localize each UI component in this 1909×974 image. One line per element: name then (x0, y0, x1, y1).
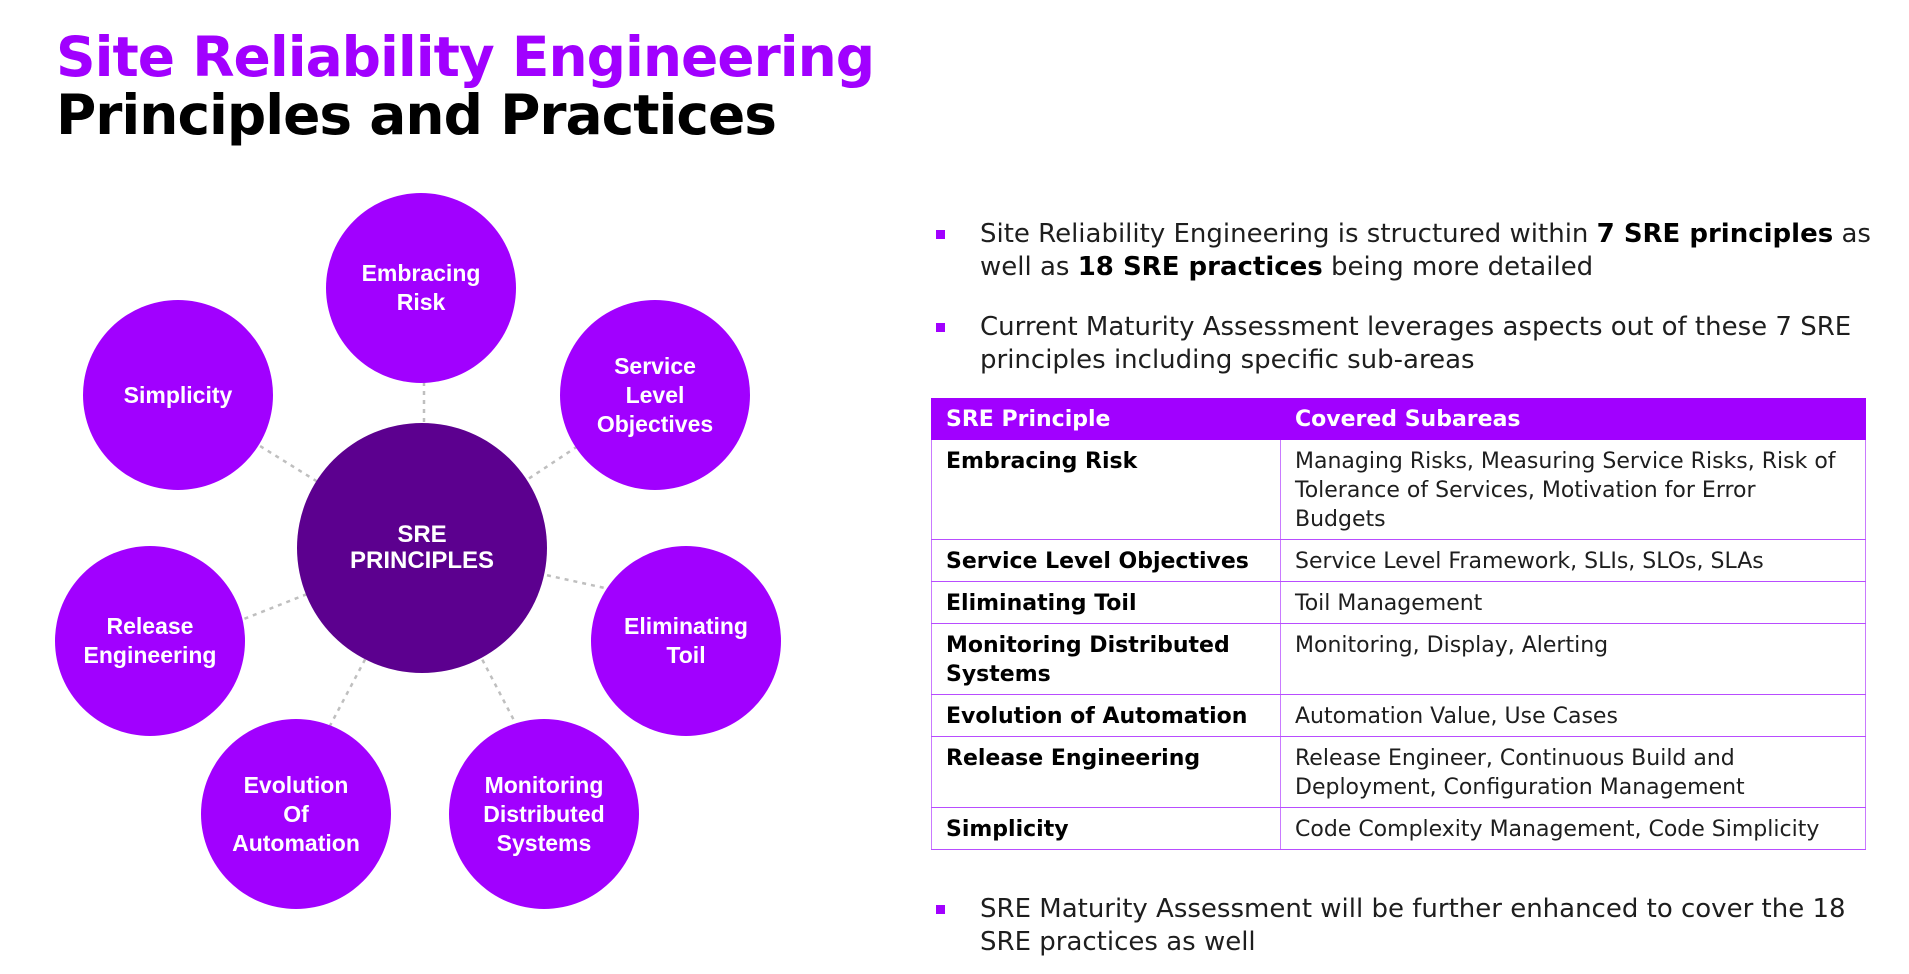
principle-node-label: Embracing Risk (361, 260, 481, 315)
bullet-marker (936, 905, 945, 914)
table-row: Embracing Risk Managing Risks, Measuring… (931, 439, 1866, 540)
sre-principles-diagram: Embracing Risk Service Level Objectives … (0, 160, 820, 940)
bullet-text-part: being more detailed (1322, 252, 1594, 282)
table-row: Simplicity Code Complexity Management, C… (931, 807, 1866, 850)
table-cell-subareas: Automation Value, Use Cases (1280, 694, 1866, 737)
table-cell-principle: Embracing Risk (931, 439, 1281, 540)
sre-principles-center-node: SRE PRINCIPLES (297, 423, 547, 673)
table-row: Release Engineering Release Engineer, Co… (931, 736, 1866, 808)
bullet-text-bold: 18 SRE practices (1077, 252, 1323, 282)
table-cell-subareas: Service Level Framework, SLIs, SLOs, SLA… (1280, 539, 1866, 582)
sre-principles-table: SRE Principle Covered Subareas Embracing… (931, 398, 1866, 850)
bullet-text-part: Site Reliability Engineering is structur… (980, 219, 1597, 249)
table-row: Evolution of Automation Automation Value… (931, 694, 1866, 737)
bullet-text-bold: 7 SRE principles (1596, 219, 1834, 249)
principle-node-embracing-risk: Embracing Risk (326, 193, 516, 383)
title-line-2: Principles and Practices (56, 83, 777, 147)
table-row: Monitoring Distributed Systems Monitorin… (931, 623, 1866, 695)
bullet-text: Current Maturity Assessment leverages as… (980, 312, 1852, 375)
bullet-future-enhancement: SRE Maturity Assessment will be further … (936, 893, 1876, 959)
principle-node-monitoring-distributed-systems: Monitoring Distributed Systems (449, 719, 639, 909)
bullet-text: SRE Maturity Assessment will be further … (980, 894, 1846, 957)
center-node-label: SRE PRINCIPLES (349, 521, 495, 574)
principle-node-label: Service Level Objectives (596, 352, 714, 437)
table-cell-subareas: Code Complexity Management, Code Simplic… (1280, 807, 1866, 850)
table-cell-subareas: Managing Risks, Measuring Service Risks,… (1280, 439, 1866, 540)
principle-node-label: Monitoring Distributed Systems (483, 771, 605, 856)
table-header-subareas: Covered Subareas (1280, 398, 1866, 440)
principle-node-label: Simplicity (123, 381, 233, 408)
bullet-text-part: as well as (980, 219, 1871, 282)
table-header-principle: SRE Principle (931, 398, 1281, 440)
bullet-marker (936, 323, 945, 332)
bullet-current-assessment: Current Maturity Assessment leverages as… (936, 311, 1876, 377)
table-cell-subareas: Toil Management (1280, 581, 1866, 624)
table-header-row: SRE Principle Covered Subareas (931, 398, 1866, 440)
principle-node-evolution-of-automation: Evolution Of Automation (201, 719, 391, 909)
principle-node-service-level-objectives: Service Level Objectives (560, 300, 750, 490)
table-cell-principle: Release Engineering (931, 736, 1281, 808)
table-row: Eliminating Toil Toil Management (931, 581, 1866, 624)
table-cell-principle: Service Level Objectives (931, 539, 1281, 582)
table-cell-principle: Monitoring Distributed Systems (931, 623, 1281, 695)
table-cell-subareas: Monitoring, Display, Alerting (1280, 623, 1866, 695)
principle-node-label: Evolution Of Automation (232, 771, 360, 856)
page-title: Site Reliability Engineering Principles … (56, 25, 875, 147)
table-cell-subareas: Release Engineer, Continuous Build and D… (1280, 736, 1866, 808)
table-cell-principle: Eliminating Toil (931, 581, 1281, 624)
table-row: Service Level Objectives Service Level F… (931, 539, 1866, 582)
connector-line (422, 547, 544, 775)
title-line-1: Site Reliability Engineering (56, 25, 875, 89)
table-cell-principle: Evolution of Automation (931, 694, 1281, 737)
principle-node-release-engineering: Release Engineering (55, 546, 245, 736)
principle-node-eliminating-toil: Eliminating Toil (591, 546, 781, 736)
principle-node-label: Release Engineering (83, 613, 217, 668)
bullet-principles-practices: Site Reliability Engineering is structur… (936, 218, 1876, 284)
table-cell-principle: Simplicity (931, 807, 1281, 850)
principle-node-label: Eliminating Toil (624, 613, 748, 668)
bullet-marker (936, 230, 945, 239)
bullet-text: Site Reliability Engineering is structur… (980, 218, 1876, 284)
principle-node-simplicity: Simplicity (83, 300, 273, 490)
